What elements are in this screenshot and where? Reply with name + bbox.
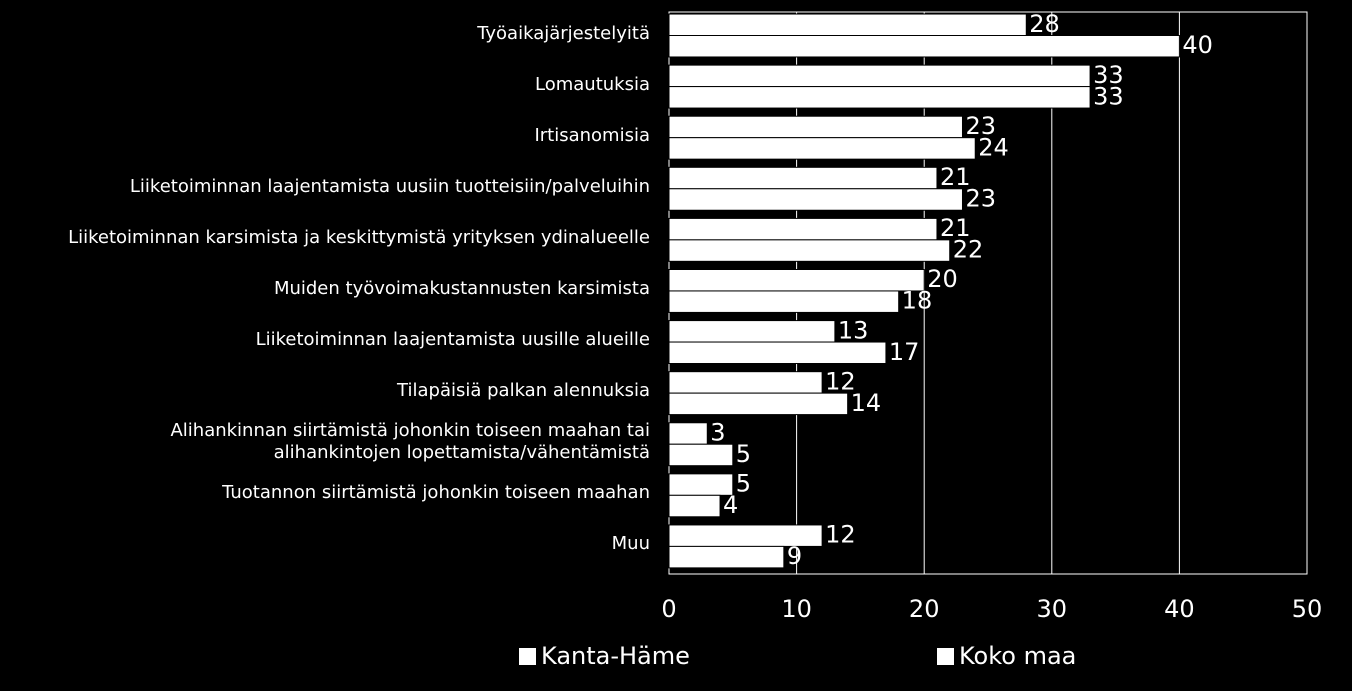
value-label: 13 bbox=[838, 316, 869, 344]
bar bbox=[668, 320, 836, 343]
legend-swatch bbox=[937, 648, 954, 665]
category-label: Työaikajärjestelyitä bbox=[477, 22, 650, 44]
bar bbox=[668, 166, 938, 190]
value-label: 20 bbox=[927, 265, 958, 293]
value-label: 18 bbox=[902, 287, 933, 315]
value-label: 3 bbox=[710, 419, 725, 447]
bar bbox=[668, 239, 951, 262]
bar bbox=[668, 545, 785, 569]
bar bbox=[668, 392, 849, 416]
value-label: 22 bbox=[953, 236, 984, 264]
bar bbox=[668, 290, 900, 313]
value-label: 17 bbox=[889, 338, 920, 366]
category-label: Irtisanomisia bbox=[534, 124, 650, 146]
bar bbox=[668, 494, 721, 518]
category-label: Lomautuksia bbox=[535, 73, 650, 95]
x-tick-label: 0 bbox=[661, 595, 676, 623]
bar bbox=[668, 13, 1027, 37]
x-tick-label: 20 bbox=[909, 595, 940, 623]
value-label: 40 bbox=[1182, 31, 1213, 59]
value-label: 14 bbox=[851, 389, 882, 417]
category-label: Tuotannon siirtämistä johonkin toiseen m… bbox=[222, 482, 650, 504]
value-label: 23 bbox=[965, 112, 996, 140]
bar bbox=[668, 371, 823, 394]
legend-swatch bbox=[519, 648, 536, 665]
value-label: 4 bbox=[723, 491, 738, 519]
value-label: 24 bbox=[978, 133, 1009, 161]
value-label: 21 bbox=[940, 163, 971, 191]
value-label: 23 bbox=[965, 185, 996, 213]
category-label: Muu bbox=[611, 533, 650, 555]
value-label: 9 bbox=[787, 542, 802, 570]
value-label: 33 bbox=[1093, 82, 1124, 110]
bar bbox=[668, 422, 708, 445]
bar bbox=[668, 137, 976, 160]
x-tick-label: 50 bbox=[1292, 595, 1323, 623]
value-label: 5 bbox=[736, 470, 751, 498]
bar bbox=[668, 115, 963, 139]
bar bbox=[668, 64, 1091, 88]
value-label: 28 bbox=[1029, 10, 1060, 38]
category-label: Alihankinnan siirtämistä johonkin toisee… bbox=[170, 420, 650, 464]
bar bbox=[668, 35, 1180, 58]
bar bbox=[668, 341, 887, 365]
value-label: 5 bbox=[736, 440, 751, 468]
legend-label: Kanta-Häme bbox=[541, 642, 690, 670]
x-tick-label: 10 bbox=[781, 595, 812, 623]
category-label: Muiden työvoimakustannusten karsimista bbox=[273, 278, 650, 299]
bar bbox=[668, 188, 963, 211]
value-label: 21 bbox=[940, 214, 971, 242]
value-label: 33 bbox=[1093, 61, 1124, 89]
category-label: Liiketoiminnan laajentamista uusiin tuot… bbox=[129, 175, 650, 197]
legend-label: Koko maa bbox=[959, 642, 1076, 670]
category-label: Liiketoiminnan karsimista ja keskittymis… bbox=[68, 226, 650, 248]
x-tick-label: 30 bbox=[1037, 595, 1068, 623]
bar bbox=[668, 86, 1091, 109]
bar bbox=[668, 443, 734, 467]
bar bbox=[668, 268, 925, 292]
value-label: 12 bbox=[825, 521, 856, 549]
bar bbox=[668, 217, 938, 241]
x-tick-label: 40 bbox=[1164, 595, 1195, 623]
category-label: Liiketoiminnan laajentamista uusille alu… bbox=[255, 329, 650, 351]
value-label: 12 bbox=[825, 367, 856, 395]
category-label: Tilapäisiä palkan alennuksia bbox=[397, 380, 650, 402]
